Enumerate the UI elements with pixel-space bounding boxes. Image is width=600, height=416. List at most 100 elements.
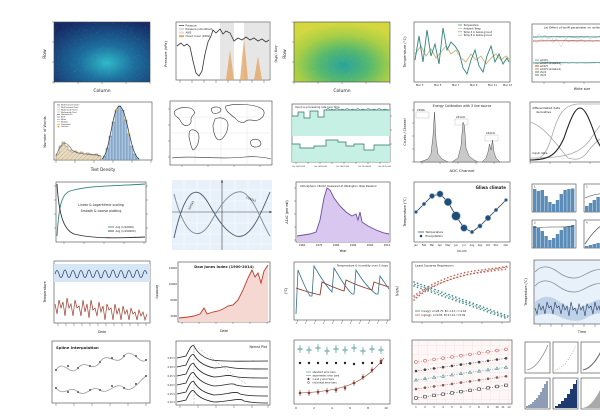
svg-text:derivative: derivative xyxy=(536,110,551,114)
y-axis-label: (°C) xyxy=(284,288,288,294)
gaussian-chart: differentiated data derivative integrate… xyxy=(529,101,600,164)
panel-2: 2. xyxy=(583,183,600,213)
svg-text:5: 5 xyxy=(451,405,453,409)
tile-status-steps: Input vs processing rate over time Oct 0… xyxy=(280,96,400,176)
svg-text:0.30 V: 0.30 V xyxy=(168,366,176,369)
chart-title: (a) Effect of tariff parameter on write … xyxy=(544,26,600,30)
svg-text:Mar 3: Mar 3 xyxy=(416,83,424,87)
chart-title-line1: Linear & Logarithmic scaling xyxy=(78,203,123,207)
svg-text:Mar 7: Mar 7 xyxy=(452,83,460,87)
svg-text:1990: 1990 xyxy=(350,243,357,247)
word-histogram-chart: Well Formed (Train)Well Formed (Test)Mal… xyxy=(43,101,153,172)
legend: Temperature Ambient Temp Temp 4 in below… xyxy=(458,24,493,37)
panel-bars-navy xyxy=(524,377,551,410)
soil-temp-chart: Temperature Ambient Temp Temp 4 in below… xyxy=(403,21,512,87)
axis-ticks xyxy=(168,108,261,167)
series-maroon-filled-circles xyxy=(414,375,509,391)
wellformed-bars xyxy=(101,105,140,161)
svg-text:Apr: Apr xyxy=(438,244,442,247)
svg-text:Aug: Aug xyxy=(470,244,475,247)
x-tick-labels: Jan Feb Mar Apr May Jun Jul Aug Sep Oct Nov Dec xyxy=(413,244,509,247)
svg-text:individual error bars: individual error bars xyxy=(313,382,338,385)
tile-soil-temperature: Temperature Ambient Temp Temp 4 in below… xyxy=(400,16,520,96)
malformed-bars xyxy=(55,141,102,161)
x-axis-label: Month xyxy=(457,249,467,253)
axis-ticks xyxy=(529,162,591,164)
svg-text:ext4/r5 (writeback): ext4/r5 (writeback) xyxy=(540,68,561,71)
chart-title: Input vs processing rate over time xyxy=(295,105,340,109)
svg-text:Mar: Mar xyxy=(430,244,435,247)
dow-jones-chart: Dow Jones Index (1900-2014) 14000 10000 60… xyxy=(169,261,271,333)
svg-text:4: 4 xyxy=(442,405,444,409)
index-series xyxy=(178,264,269,322)
tile-dual-oscillation: Temperature Anomaly Date xyxy=(40,256,160,336)
svg-text:Well Formed (Test): Well Formed (Test) xyxy=(61,106,79,109)
temperature-series xyxy=(295,279,390,296)
svg-text:8: 8 xyxy=(367,406,369,410)
panel-area-gray xyxy=(580,377,600,410)
band-chart: Temperature (°C) Time xyxy=(524,259,600,334)
shaded-bands xyxy=(220,22,269,80)
svg-text:2: 2 xyxy=(313,406,315,410)
svg-text:Malformed (Train): Malformed (Train) xyxy=(61,108,78,111)
axis-ticks xyxy=(295,319,389,325)
tile-band-timeseries: Temperature (°C) Time xyxy=(520,256,600,336)
upper-series xyxy=(292,107,390,136)
write-perf-chart: (a) Effect of tariff parameter on write … xyxy=(531,23,600,91)
svg-text:9: 9 xyxy=(487,405,489,409)
svg-text:Oct 04 22:00: Oct 04 22:00 xyxy=(336,165,350,168)
series-red-open-circles xyxy=(414,347,509,364)
tile-gaussian-integral: differentiated data derivative integrate… xyxy=(520,96,600,176)
dual-osc-chart: Temperature Anomaly Date xyxy=(43,260,159,334)
chart-title: Temperature & humidity over 5 days xyxy=(336,264,389,268)
sawtooth-chart: Temperature & humidity over 5 days (°C) … xyxy=(284,261,399,325)
svg-text:Median: Median xyxy=(61,121,69,123)
heatmap-image xyxy=(54,22,150,82)
cosine-curve xyxy=(173,191,271,237)
x-tick-labels: Oct 04 10:00 Oct 04 16:00 Oct 04 22:00 Oct … xyxy=(292,165,392,168)
axis-ticks xyxy=(294,187,296,241)
svg-text:6: 6 xyxy=(349,406,351,410)
energy-spectrum-chart: Energy Calibration with 3 line source 23… xyxy=(403,101,511,173)
precipitation-bubbles xyxy=(414,190,508,235)
tile-heatmap-green: Column Row xyxy=(280,16,400,96)
svg-text:Precipitation: Precipitation xyxy=(426,234,444,238)
trig-chart: sin(x) cos(x) xyxy=(172,180,272,250)
svg-text:0.10 V: 0.10 V xyxy=(168,401,176,404)
tile-word-histogram: Well Formed (Train) Well Formed (Test) Mal… xyxy=(40,96,160,176)
svg-text:6000: 6000 xyxy=(170,298,177,302)
y-axis-label: Temperature (°C) xyxy=(524,278,528,307)
sine-curve xyxy=(173,191,271,239)
y-axis-label: Temperature (°C) xyxy=(403,197,407,228)
tile-heatmap-blue: Column Row xyxy=(40,16,160,96)
spline-upper xyxy=(55,352,147,372)
svg-text:input data: input data xyxy=(532,151,548,155)
svg-text:0.35 V: 0.35 V xyxy=(168,357,176,360)
legend: Well Formed (Train)Well Formed (Test)Mal… xyxy=(57,104,80,128)
y-axis-label: Δ14C (per mil) xyxy=(285,200,289,223)
smoothed-lines xyxy=(532,36,600,64)
svg-text:1.: 1. xyxy=(534,186,537,189)
pressure-chart: Pressure Pressure (smoothed) AWS Cloud c… xyxy=(164,21,278,83)
y-tick-labels: 14000 10000 6000 2000 xyxy=(169,266,178,318)
x-axis-label: Time xyxy=(577,330,586,334)
chart-title: Spline Interpolation xyxy=(56,345,99,350)
legend-item: Temp 8 in below ground xyxy=(464,34,493,37)
panel-1: 1. xyxy=(531,183,577,213)
svg-text:244Cm: 244Cm xyxy=(486,131,496,135)
y-axis-label-right: Anomaly xyxy=(155,285,159,299)
axis-ticks xyxy=(421,322,503,324)
svg-text:2000: 2000 xyxy=(367,243,374,247)
decay-curve xyxy=(56,183,146,239)
offset-labels: 0.35 V 0.30 V 0.25 V 0.20 V 0.15 V 0.10 V xyxy=(168,357,176,404)
annotation: Nernst Plot xyxy=(249,345,267,349)
panel-steps-filled-navy xyxy=(552,377,579,410)
tile-marker-series: 1 2 3 4 5 6 7 8 9 10 11 12 xyxy=(400,336,520,416)
tile-world-map xyxy=(160,96,280,176)
svg-text:Oct 04 10:00: Oct 04 10:00 xyxy=(292,165,306,168)
svg-text:xfs/r0: xfs/r0 xyxy=(540,71,547,74)
tile-mini-bar-panels: 1. 2. 3. 4. xyxy=(520,176,600,256)
svg-text:Nov: Nov xyxy=(494,244,499,247)
svg-text:10: 10 xyxy=(495,405,499,409)
black-dot-series xyxy=(298,361,383,366)
